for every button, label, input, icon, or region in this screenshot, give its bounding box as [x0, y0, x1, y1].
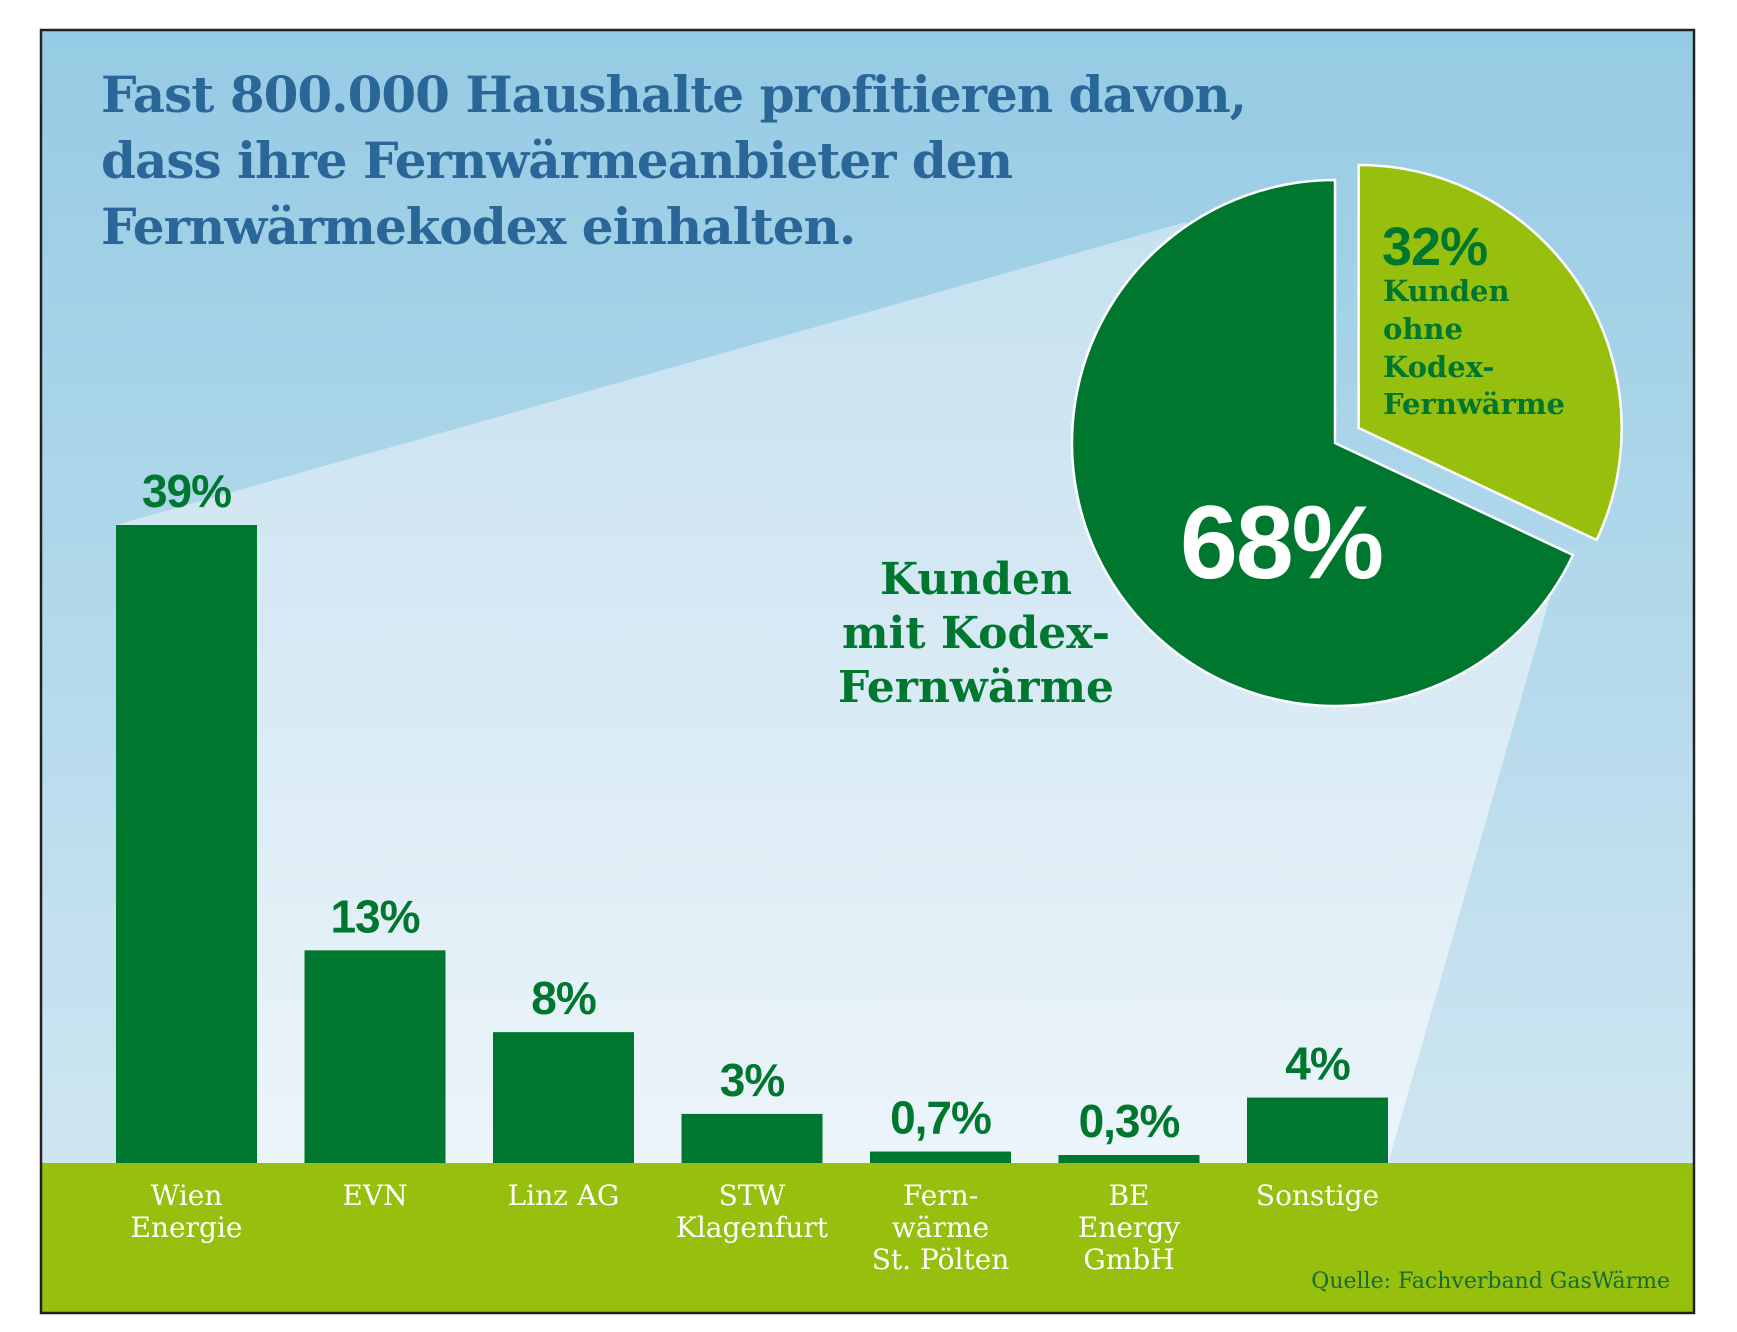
title-line-2: dass ihre Fernwärmeanbieter den — [101, 131, 1013, 190]
bar-3 — [681, 1113, 823, 1163]
pie-chart — [1070, 163, 1623, 708]
pie-main-caption-line-3: Fernwärme — [838, 662, 1114, 713]
category-label-2-line-0: Linz AG — [508, 1179, 620, 1212]
category-band — [41, 1163, 1694, 1313]
category-label-3-line-1: Klagenfurt — [676, 1211, 829, 1244]
title-line-3: Fernwärmekodex einhalten. — [101, 197, 855, 256]
category-label-4-line-1: wärme — [892, 1211, 989, 1244]
pie-slice-other — [1357, 163, 1623, 542]
pie-other-caption-line-2: ohne — [1383, 312, 1463, 346]
bar-value-label-5: 0,3% — [1079, 1095, 1180, 1147]
pie-main-caption-line-2: mit Kodex- — [842, 608, 1110, 659]
bar-value-label-4: 0,7% — [890, 1092, 991, 1144]
pie-other-caption-line-3: Kodex- — [1383, 350, 1494, 384]
pie-other-caption-line-4: Fernwärme — [1383, 387, 1565, 421]
pie-other-caption-line-1: Kunden — [1383, 274, 1510, 308]
category-label-0-line-1: Energie — [131, 1211, 243, 1244]
title-line-1: Fast 800.000 Haushalte profitieren davon… — [101, 65, 1246, 124]
category-label-0-line-0: Wien — [151, 1179, 223, 1212]
bar-6 — [1247, 1097, 1388, 1163]
category-label-5-line-1: Energy — [1078, 1211, 1180, 1244]
bar-value-label-1: 13% — [330, 890, 419, 942]
pie-main-value-label: 68% — [1180, 485, 1382, 601]
source-note: Quelle: Fachverband GasWärme — [1311, 1269, 1670, 1294]
bar-value-label-2: 8% — [531, 972, 596, 1024]
page-title: Fast 800.000 Haushalte profitieren davon… — [101, 65, 1247, 256]
category-label-6-line-0: Sonstige — [1256, 1179, 1379, 1212]
bar-0 — [116, 525, 257, 1163]
category-label-5-line-0: BE — [1108, 1179, 1149, 1212]
category-label-3-line-0: STW — [719, 1179, 786, 1212]
bar-value-label-3: 3% — [720, 1054, 785, 1106]
bar-5 — [1058, 1155, 1200, 1163]
category-label-1-line-0: EVN — [342, 1179, 407, 1212]
bar-2 — [493, 1032, 634, 1163]
frame-border — [39, 28, 1696, 1315]
category-label-4-line-2: St. Pölten — [872, 1243, 1010, 1276]
category-label-4-line-0: Fern- — [903, 1179, 978, 1212]
bar-4 — [870, 1151, 1011, 1163]
category-label-5-line-2: GmbH — [1083, 1243, 1174, 1276]
pie-slice-main — [1070, 178, 1575, 708]
bar-1 — [304, 950, 446, 1163]
bar-series — [116, 525, 1388, 1163]
pie-other-value-label: 32% — [1382, 217, 1487, 277]
pie-main-caption-line-1: Kunden — [880, 554, 1072, 605]
bar-value-label-0: 39% — [142, 465, 231, 517]
bar-value-label-6: 4% — [1285, 1038, 1350, 1090]
bar-value-labels: 39% 13% 8% 3% 0,7% 0,3% 4% — [142, 465, 1351, 1147]
